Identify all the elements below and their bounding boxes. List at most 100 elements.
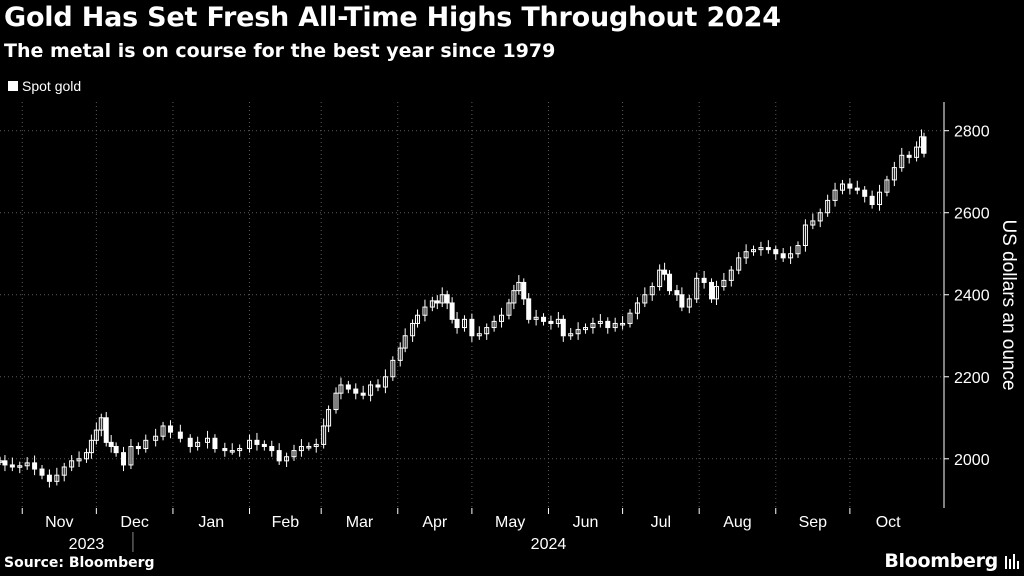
candle-body (795, 245, 801, 255)
year-label: 2023 (69, 536, 105, 553)
candle-body (877, 191, 883, 206)
candle-body (434, 300, 440, 304)
source-note: Source: Bloomberg (4, 555, 155, 571)
candle-body (247, 439, 253, 450)
candle-body (187, 437, 193, 447)
candle-body (212, 437, 218, 450)
y-axis-title: US dollars an ounce (998, 219, 1019, 390)
candle-body (817, 212, 823, 222)
candle-body (2, 460, 8, 466)
y-tick-label: 2000 (954, 452, 990, 469)
candle-body (261, 443, 267, 447)
candle-body (444, 294, 450, 304)
candle-body (17, 465, 23, 468)
candle-body (649, 286, 655, 296)
candle-body (276, 450, 282, 462)
candle-body (321, 425, 327, 445)
candle-body (832, 189, 838, 201)
candle-body (205, 437, 211, 443)
candle-body (605, 320, 611, 329)
candle-body (627, 312, 633, 324)
year-label: 2024 (531, 536, 567, 553)
candle-body (345, 384, 351, 390)
candle-body (313, 443, 319, 447)
candle-body (612, 322, 618, 329)
candle-body (83, 452, 89, 460)
candle-body (713, 286, 719, 300)
candle-body (326, 409, 332, 427)
candle-body (24, 462, 30, 467)
candle-body (254, 439, 260, 445)
candle-body (780, 253, 786, 259)
candle-body (76, 458, 82, 462)
candle-body (526, 298, 532, 320)
candle-body (382, 376, 388, 388)
legend: Spot gold (8, 78, 81, 94)
candle-body (548, 320, 554, 324)
candle-body (541, 316, 547, 322)
candle-body (825, 199, 831, 214)
x-tick-label: Nov (45, 514, 73, 531)
candle-body (921, 136, 927, 154)
candle-body (121, 452, 127, 466)
candle-body (728, 269, 734, 281)
x-tick-label: Jan (198, 514, 224, 531)
candle-body (484, 327, 490, 335)
candle-body (709, 281, 715, 300)
candle-body (135, 445, 141, 450)
bloomberg-mark-icon (1005, 554, 1019, 569)
candle-body (620, 322, 626, 326)
x-tick-label: Dec (120, 514, 148, 531)
candle-body (0, 460, 3, 463)
candle-body (375, 384, 381, 388)
candle-body (410, 322, 416, 337)
candle-body (802, 224, 808, 247)
x-tick-label: Oct (876, 514, 901, 531)
candle-body (160, 425, 166, 437)
candle-body (642, 294, 648, 304)
candle-body (773, 249, 779, 255)
candle-body (674, 290, 680, 296)
candle-body (667, 273, 673, 292)
candle-body (177, 431, 183, 439)
candle-body (429, 300, 435, 308)
candle-body (662, 269, 668, 275)
candle-body (439, 294, 445, 304)
candle-body (93, 429, 99, 441)
candle-body (113, 445, 119, 454)
candle-body (415, 314, 421, 324)
candle-body (153, 435, 159, 441)
candle-body (476, 333, 482, 337)
candle-body (46, 474, 52, 482)
x-tick-label: Jun (573, 514, 599, 531)
candle-body (108, 441, 114, 447)
candle-body (222, 448, 228, 452)
chart-subtitle: The metal is on course for the best year… (4, 40, 556, 62)
candle-body (499, 314, 505, 322)
candle-body (128, 445, 134, 466)
candle-body (736, 257, 742, 271)
candle-body (390, 359, 396, 378)
candle-body (847, 183, 853, 189)
candle-body (701, 277, 707, 283)
candle-body (906, 154, 912, 158)
candle-body (914, 146, 920, 158)
candle-body (810, 220, 816, 226)
candle-body (61, 466, 67, 476)
candle-body (237, 448, 243, 452)
candle-body (862, 189, 868, 197)
candle-body (657, 269, 663, 288)
candle-body (765, 247, 771, 251)
candle-body (555, 318, 561, 324)
candle-body (54, 474, 60, 482)
candle-body (167, 425, 173, 433)
candle-body (469, 318, 475, 337)
candle-body (298, 445, 304, 452)
candle-body (891, 167, 897, 181)
candle-body (353, 388, 359, 394)
candle-body (869, 195, 875, 206)
candle-body (368, 384, 374, 396)
candle-body (306, 445, 312, 449)
candle-body (88, 439, 94, 454)
candle-body (291, 450, 297, 458)
